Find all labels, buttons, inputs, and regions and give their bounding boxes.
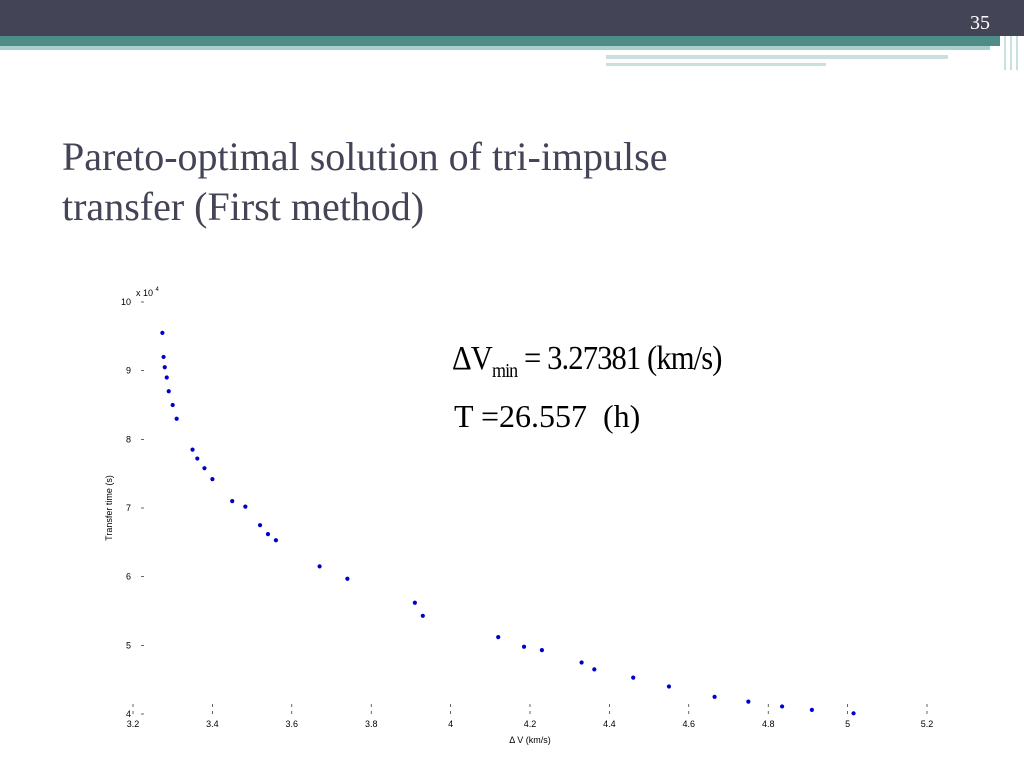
data-point <box>851 711 856 716</box>
data-point <box>166 389 171 394</box>
x-tick-label: 4.6 <box>683 719 696 729</box>
slide-deco-line <box>606 63 826 66</box>
dv-symbol: ΔV <box>452 340 493 377</box>
y-tick-label: 10 <box>121 297 131 307</box>
x-tick-label: 4.8 <box>762 719 775 729</box>
x-tick-label: 4.4 <box>603 719 616 729</box>
slide-deco-vertical <box>1004 36 1006 70</box>
x-tick-label: 4.2 <box>524 719 537 729</box>
data-point <box>412 600 417 605</box>
data-point <box>257 523 263 528</box>
data-point <box>170 402 175 408</box>
x-tick-label: 3.6 <box>286 719 299 729</box>
data-point <box>265 531 271 537</box>
data-point <box>631 675 636 680</box>
y-multiplier: x 10 4 <box>136 287 160 298</box>
data-point <box>539 648 545 653</box>
transfer-time-annotation: T =26.557 (h) <box>454 398 641 434</box>
data-point <box>161 354 166 360</box>
dv-subscript: min <box>491 359 518 382</box>
slide-deco-vertical <box>1010 36 1012 70</box>
data-point <box>317 564 322 569</box>
chart-axes: 3.2 3.4 3.6 3.8 4 4.2 4.4 4.6 4.8 5 5.2 4 5 6 7 8 9 10 <box>121 297 933 729</box>
dv-min-annotation: ΔVmin = 3.27381 (km/s) <box>452 340 722 383</box>
y-tick-label: 7 <box>126 503 131 513</box>
x-tick-label: 3.4 <box>206 719 219 729</box>
data-point <box>666 684 672 689</box>
data-point <box>210 477 215 482</box>
data-point <box>579 660 584 665</box>
slide-top-bar <box>0 0 1024 36</box>
data-point <box>273 538 279 543</box>
slide-accent-band-light <box>0 46 990 50</box>
data-point <box>712 694 717 699</box>
data-point <box>496 634 501 640</box>
slide-title-line-1: Pareto-optimal solution of tri-impulse <box>62 134 668 179</box>
slide-title: Pareto-optimal solution of tri-impulse t… <box>62 132 962 232</box>
data-point <box>174 416 179 421</box>
slide-deco-line <box>606 55 948 59</box>
x-tick-label: 4 <box>448 719 453 729</box>
y-axis-label: Transfer time (s) <box>104 475 114 541</box>
data-point <box>195 456 200 461</box>
x-axis-label: Δ V (km/s) <box>509 735 551 745</box>
slide-number: 35 <box>970 12 990 34</box>
data-point <box>160 330 165 335</box>
data-point <box>230 499 235 504</box>
data-point <box>779 704 785 709</box>
chart-points <box>160 330 856 716</box>
y-tick-label: 6 <box>126 572 131 582</box>
y-tick-label: 5 <box>126 640 131 650</box>
x-tick-label: 3.8 <box>365 719 378 729</box>
y-tick-label: 9 <box>126 366 131 376</box>
x-tick-label: 5 <box>845 719 850 729</box>
slide-deco-vertical <box>1016 36 1018 70</box>
y-tick-label: 4 <box>126 709 131 719</box>
data-point <box>420 613 425 618</box>
data-point <box>243 504 248 509</box>
data-point <box>521 644 527 649</box>
y-tick-label: 8 <box>126 434 131 444</box>
slide-accent-band <box>0 36 1000 46</box>
data-point <box>164 375 169 380</box>
data-point <box>345 576 350 581</box>
x-tick-label: 5.2 <box>921 719 934 729</box>
data-point <box>809 707 814 712</box>
data-point <box>746 699 751 704</box>
data-point <box>202 466 207 471</box>
slide-title-line-2: transfer (First method) <box>62 184 425 229</box>
data-point <box>162 365 167 370</box>
x-tick-label: 3.2 <box>127 719 140 729</box>
data-point <box>190 447 195 452</box>
y-multiplier-exponent: 4 <box>156 287 160 293</box>
dv-value: = 3.27381 (km/s) <box>524 340 722 377</box>
data-point <box>592 667 597 672</box>
y-multiplier-base: x 10 <box>136 288 153 298</box>
